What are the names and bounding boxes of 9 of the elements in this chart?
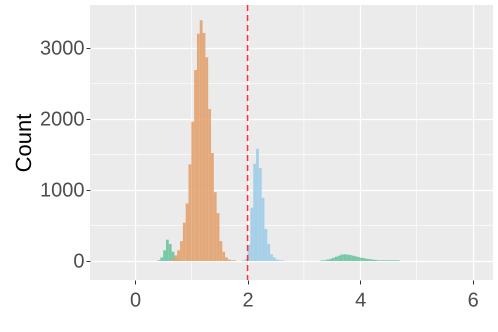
y-tick-label: 1000 [40,179,84,202]
x-tick-label: 4 [355,290,366,312]
y-tick-label: 3000 [40,37,84,60]
x-tick-label: 0 [130,290,142,312]
y-tick-label: 0 [73,250,84,272]
x-tick-label: 6 [468,290,479,312]
x-tick-label: 2 [242,290,254,312]
y-tick-label: 2000 [40,108,84,130]
y-axis-title: Count [11,114,36,172]
